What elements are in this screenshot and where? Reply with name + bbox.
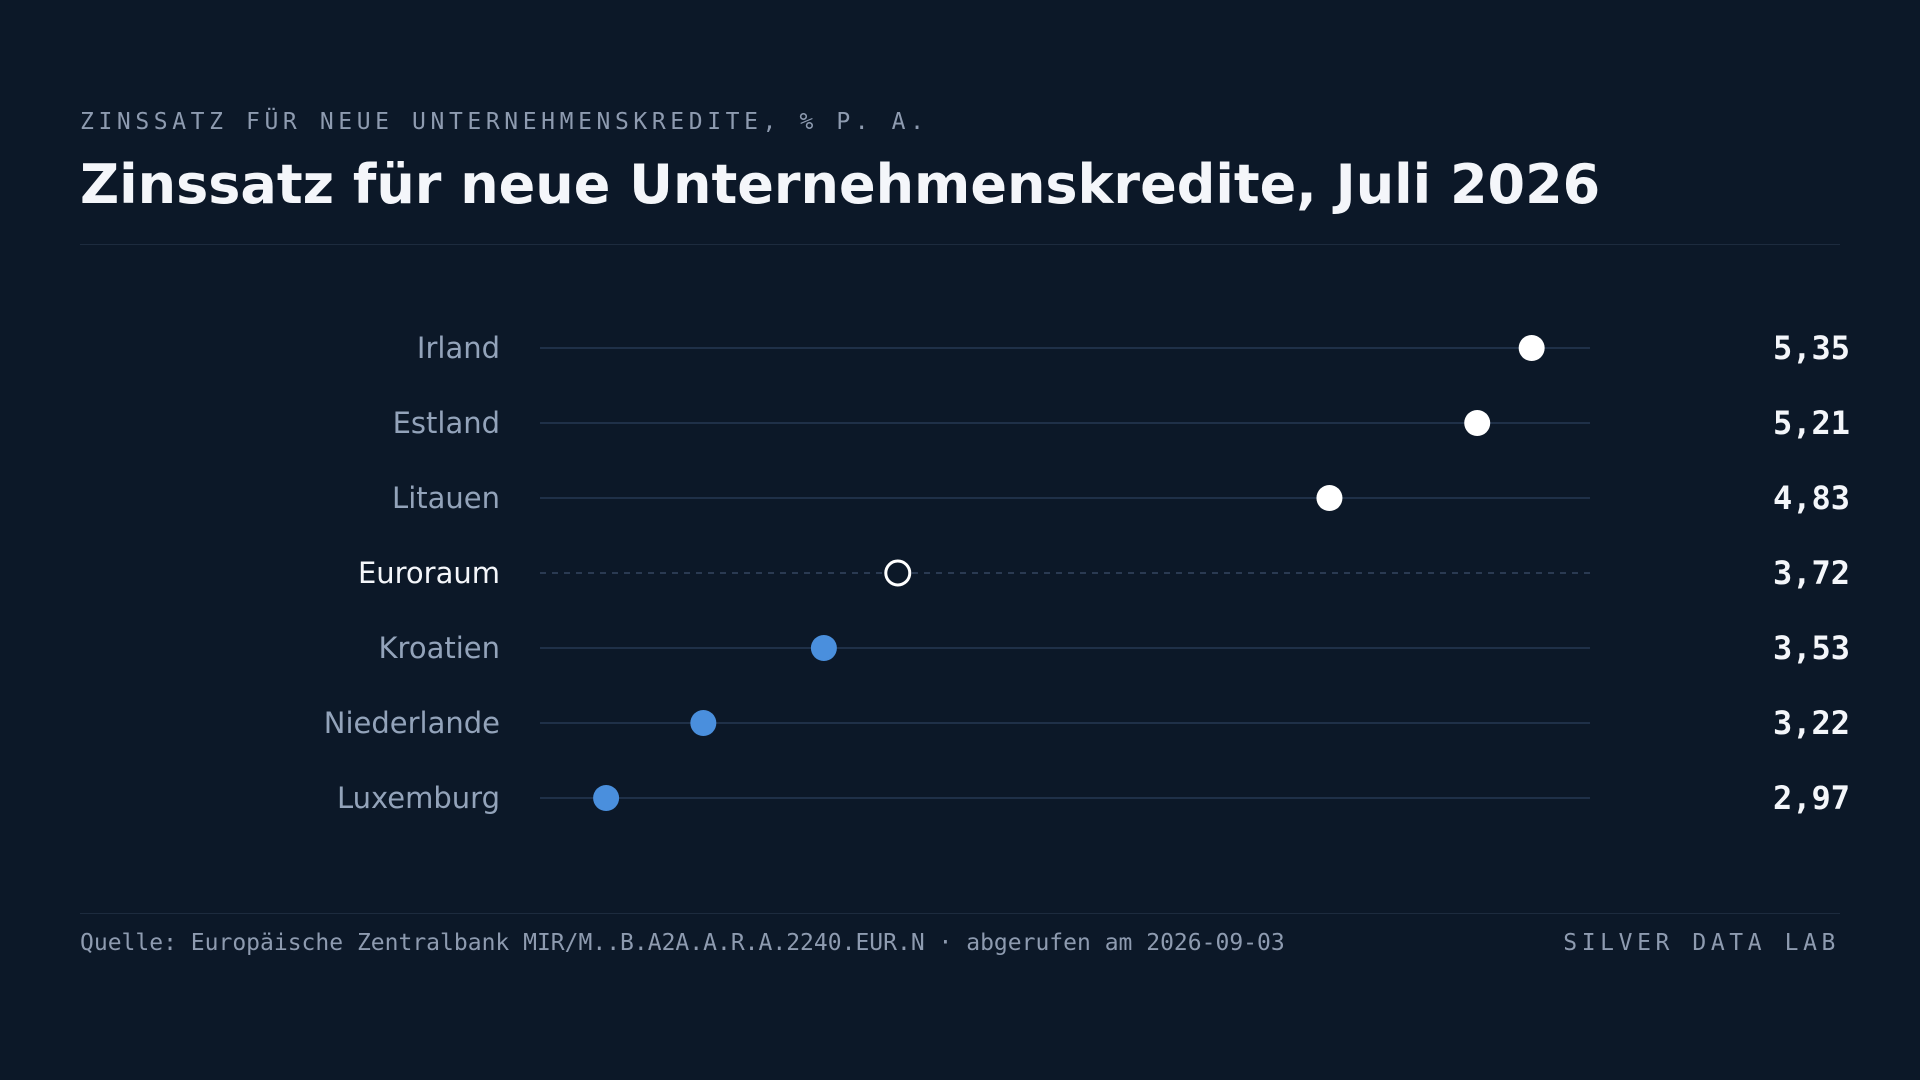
category-label-litauen: Litauen xyxy=(392,481,500,515)
value-label-niederlande: 3,22 xyxy=(1773,704,1850,742)
source-note: Quelle: Europäische Zentralbank MIR/M..B… xyxy=(80,930,1285,956)
chart-kicker: ZINSSATZ FÜR NEUE UNTERNEHMENSKREDITE, %… xyxy=(80,109,929,135)
category-label-luxemburg: Luxemburg xyxy=(337,781,500,815)
value-label-kroatien: 3,53 xyxy=(1773,629,1850,667)
data-point-litauen xyxy=(1316,485,1343,511)
category-label-estland: Estland xyxy=(393,406,500,440)
header-divider xyxy=(80,244,1840,245)
data-point-kroatien xyxy=(810,635,837,661)
value-label-irland: 5,35 xyxy=(1773,329,1850,367)
brand-label: SILVER DATA LAB xyxy=(1563,930,1840,956)
data-point-euroraum xyxy=(884,559,912,587)
category-label-euroraum: Euroraum xyxy=(358,556,500,590)
data-point-luxemburg xyxy=(593,785,620,811)
category-label-niederlande: Niederlande xyxy=(324,706,500,740)
footer-divider xyxy=(80,913,1840,914)
category-label-irland: Irland xyxy=(417,331,500,365)
value-label-luxemburg: 2,97 xyxy=(1773,779,1850,817)
data-point-irland xyxy=(1518,335,1545,361)
value-label-litauen: 4,83 xyxy=(1773,479,1850,517)
data-point-niederlande xyxy=(690,710,717,736)
data-point-estland xyxy=(1464,410,1491,436)
value-label-euroraum: 3,72 xyxy=(1773,554,1850,592)
value-label-estland: 5,21 xyxy=(1773,404,1850,442)
category-label-kroatien: Kroatien xyxy=(379,631,500,665)
chart-title: Zinssatz für neue Unternehmenskredite, J… xyxy=(80,153,1601,216)
